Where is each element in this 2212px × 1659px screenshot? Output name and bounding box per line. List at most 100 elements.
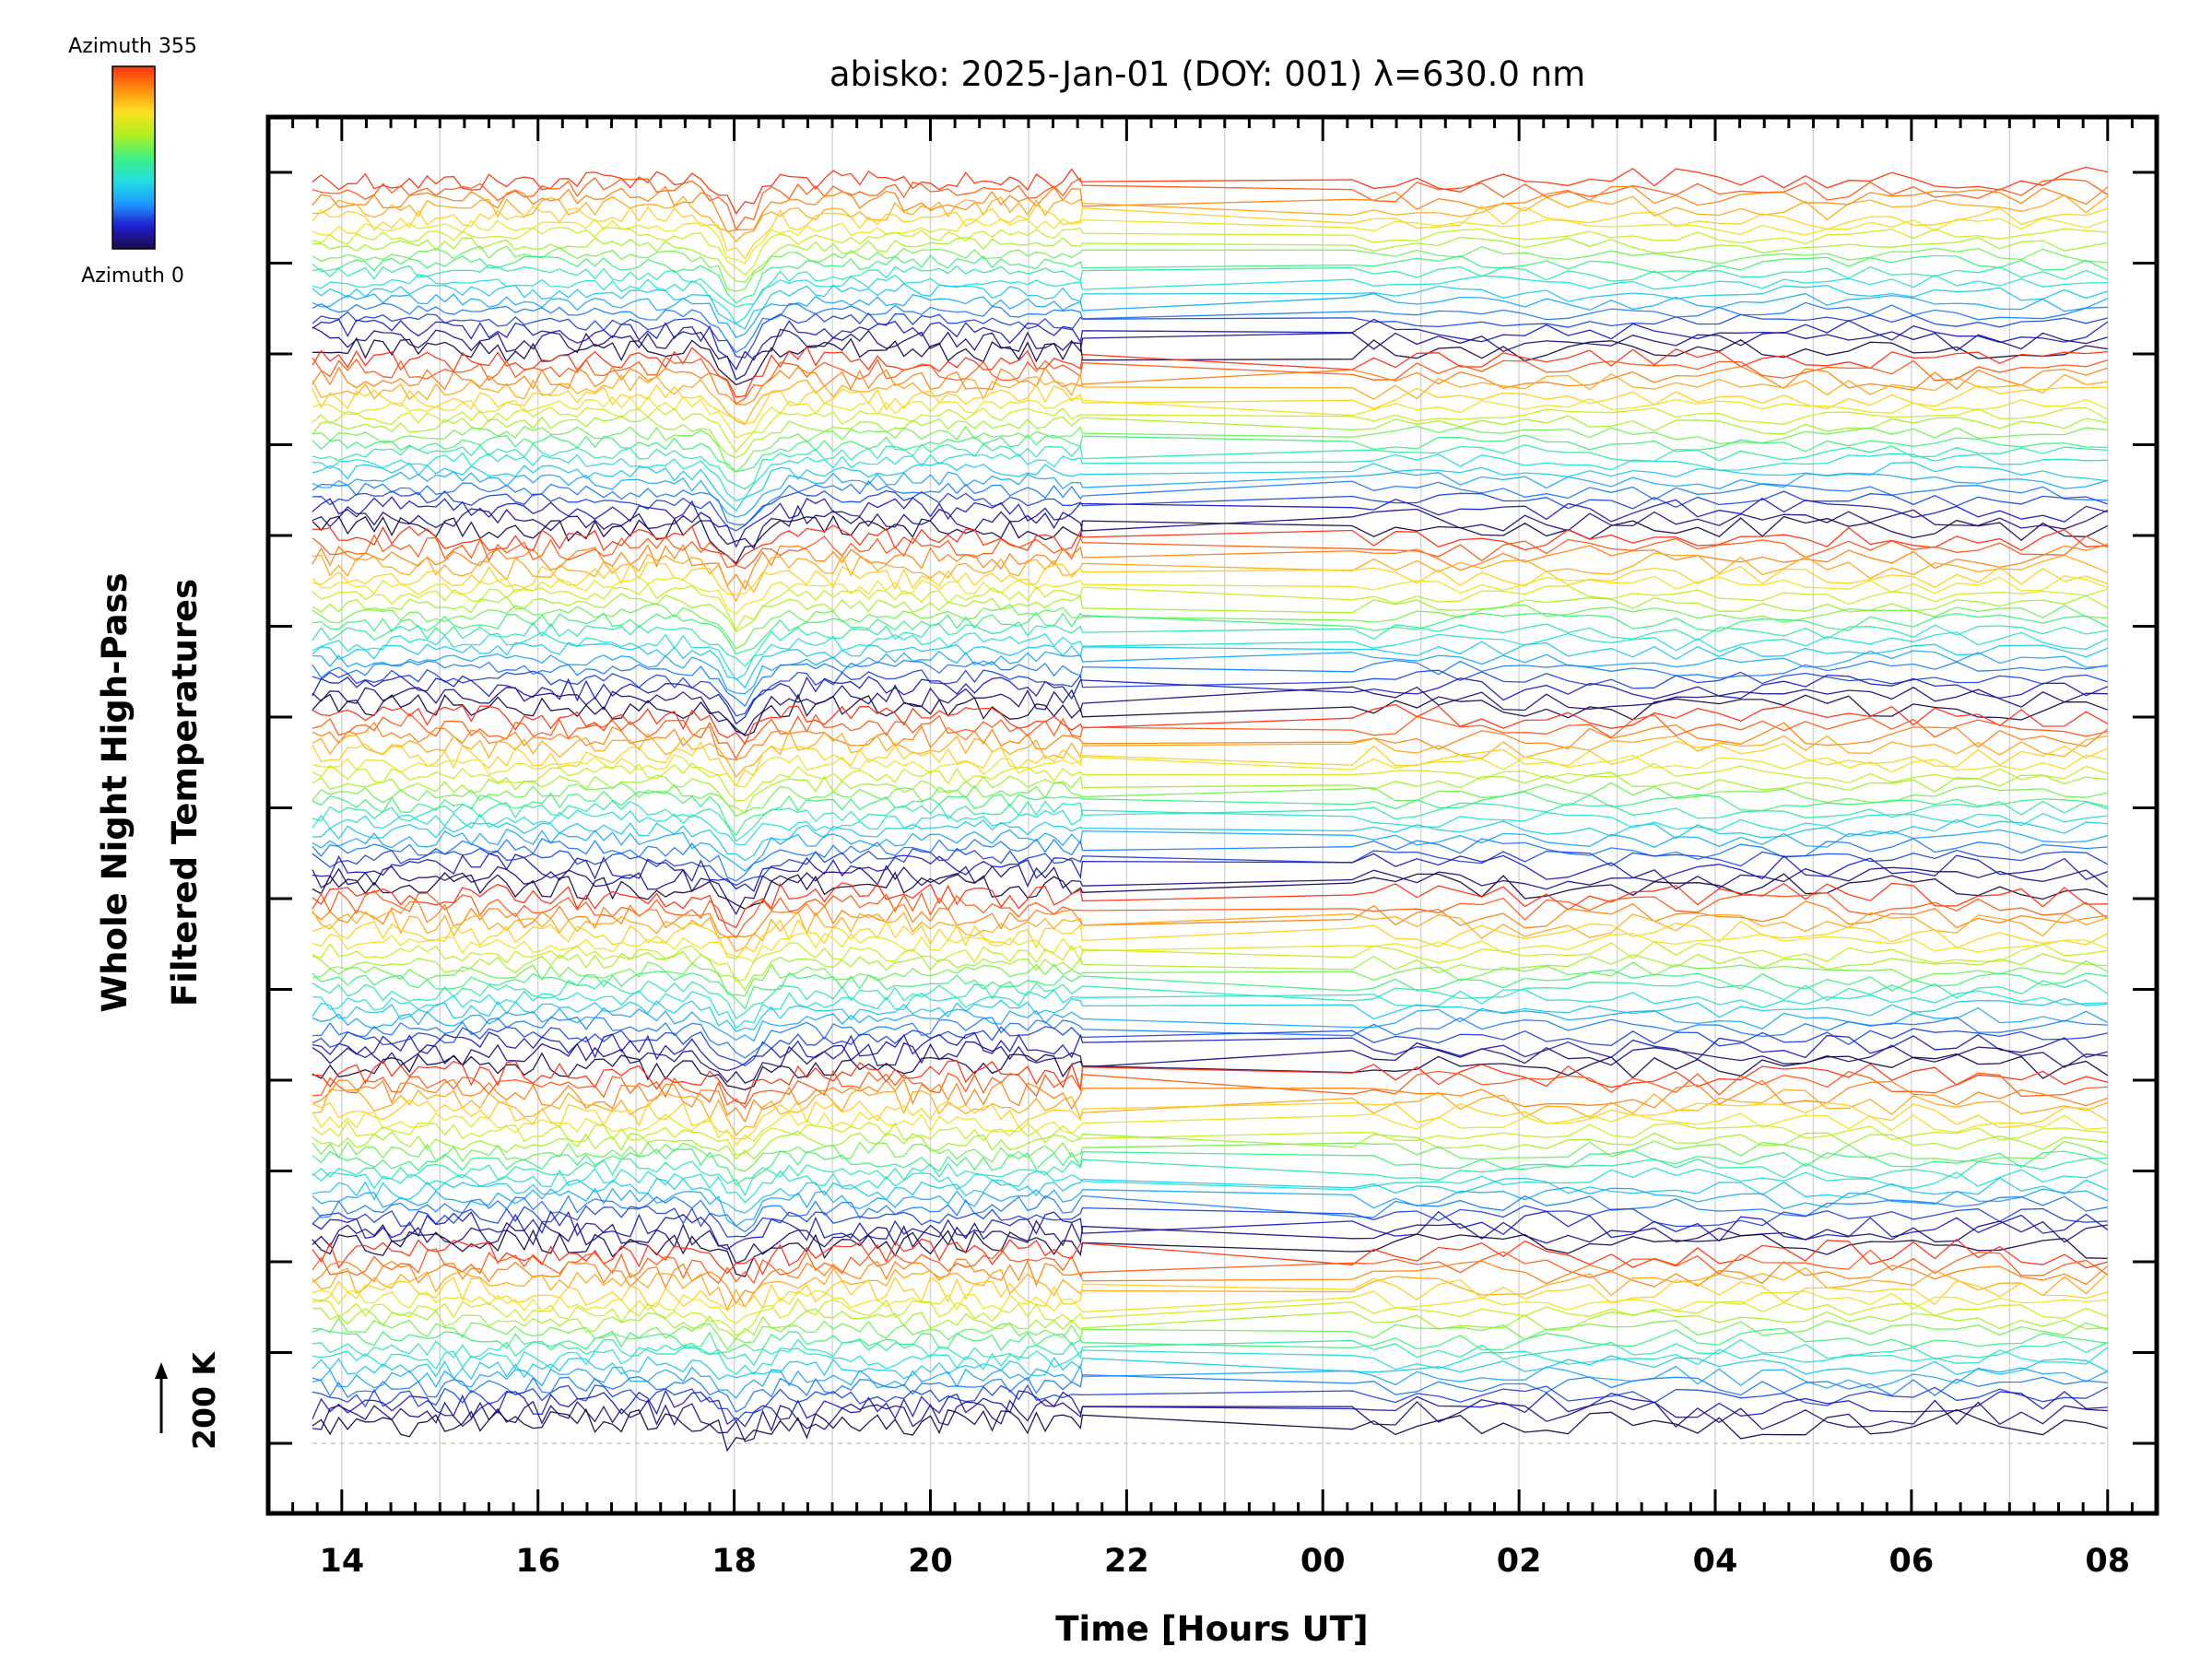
series-line — [312, 326, 2108, 381]
series-line — [312, 659, 2108, 708]
series-line — [312, 442, 2108, 490]
series-line — [312, 1026, 2108, 1067]
colorbar-top-label: Azimuth 355 — [68, 35, 197, 58]
plot-border — [265, 114, 2159, 1516]
series-line — [312, 729, 2108, 779]
x-tick-label: 16 — [515, 1543, 560, 1580]
series-line — [312, 1364, 2109, 1399]
series-line — [312, 226, 2108, 276]
y-axis-title-line1: Whole Night High-Pass — [95, 572, 135, 1012]
series-line — [312, 762, 2109, 802]
series-line — [312, 245, 2108, 292]
series-line — [312, 356, 2108, 405]
series-line — [312, 504, 2109, 550]
series-line — [312, 318, 2109, 371]
series-line — [312, 818, 2108, 862]
series-line — [312, 809, 2108, 846]
series-line — [312, 1006, 2109, 1042]
series-line — [312, 283, 2108, 330]
series-line — [312, 1289, 2108, 1324]
colorbar — [112, 65, 156, 250]
series-line — [312, 941, 2108, 982]
series-line — [312, 712, 2108, 760]
series-line — [312, 1088, 2109, 1136]
series-line — [312, 176, 2109, 231]
series-line — [312, 1407, 2108, 1453]
series-line — [312, 365, 2109, 406]
scale-bar-label: 200 K — [186, 1351, 222, 1450]
series-line — [312, 847, 2109, 887]
series-line — [312, 771, 2108, 815]
series-line — [312, 1383, 2109, 1422]
series-line — [312, 674, 2109, 725]
series-line — [312, 703, 2109, 746]
series-line — [312, 452, 2108, 502]
series-line — [312, 471, 2108, 518]
x-tick-label: 22 — [1104, 1543, 1149, 1580]
series-line — [312, 264, 2109, 308]
series-line — [312, 1148, 2109, 1186]
series-line — [312, 236, 2108, 283]
series-line — [312, 593, 2109, 632]
series-line — [312, 185, 2109, 233]
series-line — [312, 1205, 2108, 1238]
series-line — [312, 853, 2109, 892]
series-line — [312, 1194, 2108, 1233]
colorbar-bottom-label: Azimuth 0 — [81, 265, 184, 288]
series-line — [312, 1307, 2108, 1339]
series-line — [312, 1327, 2108, 1354]
series-line — [312, 166, 2108, 215]
series-line — [312, 561, 2109, 595]
y-axis-title-line2: Filtered Temperatures — [165, 579, 205, 1006]
series-line — [312, 1111, 2108, 1147]
series-line — [312, 1059, 2108, 1105]
series-line — [312, 722, 2109, 761]
series-line — [312, 790, 2108, 837]
series-line — [312, 552, 2109, 603]
series-line — [312, 1347, 2109, 1376]
series-line — [312, 950, 2108, 992]
series-line — [312, 989, 2108, 1030]
x-axis-ticks — [266, 117, 2159, 1513]
scale-bar: 200 K — [155, 1351, 222, 1450]
series-line — [312, 1069, 2108, 1110]
series-line — [312, 1219, 2108, 1265]
series-line — [312, 1374, 2108, 1413]
series-line — [312, 336, 2108, 386]
series-line — [312, 889, 2109, 939]
x-tick-label: 06 — [1889, 1543, 1935, 1580]
series-line — [312, 631, 2109, 681]
series-line — [312, 1266, 2109, 1312]
series-line — [312, 933, 2109, 963]
series-line — [312, 311, 2108, 359]
series-line — [312, 1258, 2109, 1305]
series-line — [312, 489, 2109, 532]
x-tick-label: 14 — [319, 1543, 364, 1580]
series-line — [312, 611, 2109, 655]
series-line — [312, 1177, 2109, 1214]
x-axis-tick-labels: 14 16 18 20 22 00 02 04 06 08 — [319, 1543, 2130, 1580]
series-line — [312, 372, 2108, 426]
series-line — [312, 693, 2109, 737]
series-line — [312, 1248, 2109, 1285]
series-line — [312, 514, 2109, 565]
series-line — [312, 782, 2108, 818]
series-line — [312, 274, 2108, 324]
series-line — [312, 959, 2109, 997]
series-line — [312, 425, 2108, 474]
series-line — [312, 838, 2108, 882]
series-line — [312, 1157, 2108, 1197]
series-line — [312, 406, 2109, 453]
series-line — [312, 1077, 2109, 1124]
series-line — [312, 194, 2109, 242]
series-line — [312, 1338, 2109, 1367]
series-line — [312, 1229, 2108, 1277]
series-line — [312, 1130, 2108, 1160]
series-line — [312, 1316, 2108, 1351]
series-line — [312, 480, 2108, 525]
series-line — [312, 641, 2109, 689]
series-line — [312, 900, 2108, 938]
series-line — [312, 1099, 2109, 1140]
series-line — [312, 395, 2109, 439]
